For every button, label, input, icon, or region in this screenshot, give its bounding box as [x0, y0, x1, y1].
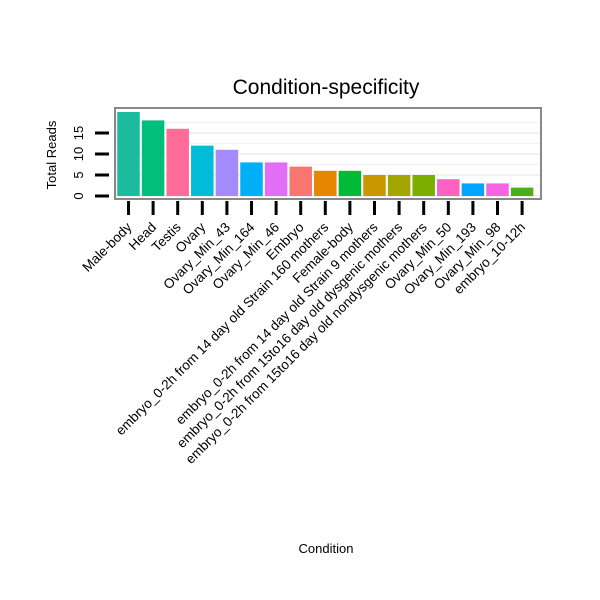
plot-panel-border: [114, 107, 542, 200]
bar: [338, 170, 362, 196]
bar: [437, 179, 460, 196]
bar: [461, 183, 485, 196]
y-axis: 0 5 10 15: [71, 126, 109, 200]
y-tick-label: 15: [71, 126, 86, 140]
bar: [314, 170, 337, 196]
bar: [117, 112, 140, 196]
y-axis-title: Total Reads: [44, 120, 59, 189]
bar: [141, 120, 165, 196]
bar: [510, 187, 534, 196]
y-tick-label: 5: [71, 171, 86, 178]
y-tick-label: 10: [71, 147, 86, 161]
bar: [191, 145, 214, 196]
y-tick-label: 0: [71, 192, 86, 199]
bar: [215, 149, 239, 196]
bar: [264, 162, 288, 196]
bar: [412, 175, 435, 196]
bar: [166, 128, 189, 196]
bar: [240, 162, 263, 196]
bars: [117, 112, 534, 196]
bar: [363, 175, 386, 196]
bar: [289, 166, 312, 196]
bar: [486, 183, 509, 196]
bar: [387, 175, 411, 196]
chart-title: Condition-specificity: [233, 76, 420, 99]
x-axis-title: Condition: [299, 541, 354, 556]
